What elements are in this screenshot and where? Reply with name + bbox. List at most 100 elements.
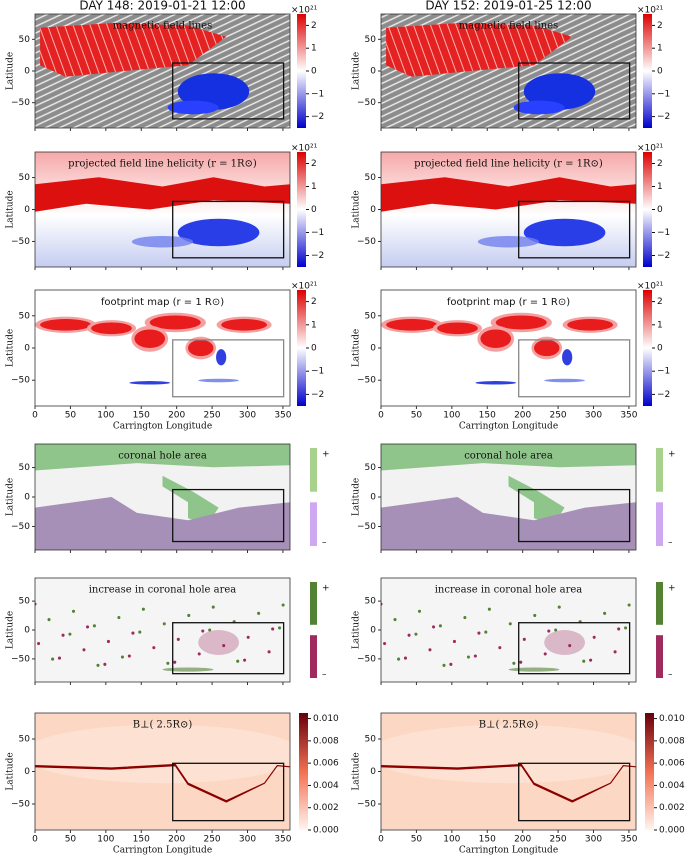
halo <box>35 724 290 784</box>
panel <box>381 152 636 267</box>
y-tick-label: 50 <box>19 35 31 45</box>
speck <box>466 655 470 659</box>
x-tick-label: 50 <box>411 411 423 421</box>
y-tick-label: 0 <box>24 493 30 503</box>
panel-bg <box>35 578 290 682</box>
speck <box>278 626 282 630</box>
blue-streak <box>216 349 227 366</box>
y-tick-label: −50 <box>11 376 30 386</box>
speck <box>92 624 96 628</box>
blue-streak <box>475 381 517 385</box>
speck <box>173 660 177 664</box>
legend-swatch <box>310 448 317 492</box>
speck <box>243 658 247 662</box>
speck <box>477 631 481 635</box>
red-streak <box>386 319 438 331</box>
speck <box>414 632 418 636</box>
x-tick-label: 150 <box>479 411 496 421</box>
increase-region <box>162 667 214 672</box>
speck <box>393 618 397 622</box>
x-tick-label: 350 <box>620 411 637 421</box>
speck <box>432 625 436 629</box>
y-axis-label: Latitude <box>352 190 362 228</box>
speck <box>407 633 411 637</box>
speck <box>267 650 271 654</box>
blue-region <box>477 235 540 248</box>
panel-label: B⊥( 2.5R⊙) <box>479 720 539 731</box>
blue-streak <box>129 381 171 385</box>
speck <box>522 637 526 641</box>
legend-swatch <box>656 635 663 678</box>
red-streak <box>40 319 92 331</box>
colorbar-tick-label: 2 <box>657 297 663 307</box>
x-tick-label: 0 <box>32 411 38 421</box>
speck <box>138 630 142 634</box>
legend-label: + <box>668 584 676 594</box>
colorbar-tick-label: −1 <box>657 89 670 99</box>
y-tick-label: −50 <box>357 654 376 664</box>
x-tick-label: 250 <box>203 411 220 421</box>
x-tick-label: 0 <box>378 835 384 845</box>
y-tick-label: 50 <box>365 311 377 321</box>
speck <box>417 609 422 613</box>
y-tick-label: 0 <box>370 493 376 503</box>
y-tick-label: 0 <box>24 626 30 636</box>
red-band <box>381 177 636 212</box>
legend-swatch <box>310 502 317 546</box>
colorbar-tick-label: −1 <box>311 367 324 377</box>
y-tick-label: −50 <box>11 237 30 247</box>
speck <box>257 611 261 615</box>
y-tick-label: −50 <box>11 98 30 108</box>
x-tick-label: 300 <box>585 835 602 845</box>
y-tick-label: 50 <box>365 35 377 45</box>
speck <box>236 659 240 663</box>
green-region <box>35 444 290 471</box>
x-tick-label: 100 <box>443 835 460 845</box>
panel <box>381 578 636 682</box>
red-streak <box>91 322 132 335</box>
y-tick-label: 50 <box>365 463 377 473</box>
panel <box>35 444 290 550</box>
speck <box>120 655 124 659</box>
speck <box>603 611 607 615</box>
blue-region <box>131 235 194 248</box>
region-box <box>518 200 631 259</box>
x-tick-label: 250 <box>549 411 566 421</box>
speck <box>82 648 86 652</box>
y-tick-label: 50 <box>19 735 31 745</box>
colorbar-tick-label: 2 <box>657 159 663 169</box>
colorbar-tick-label: 0.004 <box>313 781 339 791</box>
colorbar-tick-label: 2 <box>311 21 317 31</box>
colorbar-tick-label: 0.010 <box>659 714 685 724</box>
speck <box>162 622 166 626</box>
y-axis-label: Latitude <box>6 190 16 228</box>
x-tick-label: 100 <box>97 411 114 421</box>
blue-region <box>523 218 606 247</box>
legend-label: + <box>322 584 330 594</box>
colorbar-tick-label: 0.010 <box>313 714 339 724</box>
speck <box>68 632 72 636</box>
colorbar-tick-label: −2 <box>657 251 670 261</box>
y-tick-label: −50 <box>357 237 376 247</box>
y-tick-label: 0 <box>370 767 376 777</box>
x-tick-label: 250 <box>549 835 566 845</box>
purple-region <box>381 497 636 550</box>
speck <box>512 661 516 665</box>
red-streak <box>495 315 547 330</box>
y-tick-label: −50 <box>357 800 376 810</box>
y-tick-label: 50 <box>365 173 377 183</box>
speck <box>187 613 191 617</box>
speck <box>617 627 621 631</box>
panel-label: footprint map (r = 1 R⊙) <box>447 297 570 308</box>
blue-region <box>177 73 250 110</box>
y-axis-label: Latitude <box>352 52 362 90</box>
colorbar-exponent: ×10²¹ <box>291 282 318 292</box>
x-tick-label: 300 <box>239 411 256 421</box>
region-box <box>172 339 285 398</box>
increase-region <box>544 630 585 655</box>
y-tick-label: 50 <box>365 735 377 745</box>
x-tick-label: 200 <box>514 835 531 845</box>
panel-label: B⊥( 2.5R⊙) <box>133 720 193 731</box>
colorbar-tick-label: −2 <box>311 390 324 400</box>
x-tick-label: 350 <box>274 411 291 421</box>
